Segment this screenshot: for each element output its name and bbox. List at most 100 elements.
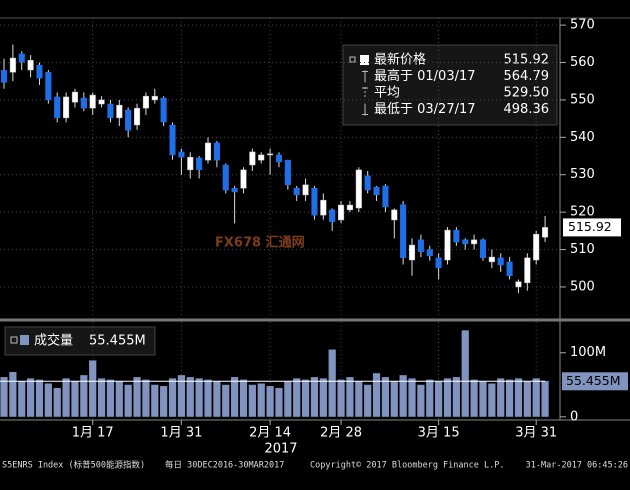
volume-bar (408, 378, 416, 417)
volume-bar (452, 377, 460, 417)
volume-bar (266, 386, 274, 417)
candle-body (284, 159, 291, 186)
legend-swatch (360, 55, 369, 65)
volume-bar (44, 383, 52, 417)
volume-tag-label: 55.455M (566, 373, 621, 388)
candle-body (471, 239, 478, 245)
volume-bar (443, 378, 452, 417)
volume-bar (71, 381, 79, 417)
volume-bar (364, 384, 372, 417)
volume-bar (9, 371, 17, 417)
volume-bar (390, 381, 398, 417)
y-tick-label: 560 (570, 55, 595, 70)
candle-body (63, 96, 70, 119)
legend-label: 最高于 01/03/17 (374, 68, 476, 84)
candle-body (222, 164, 229, 191)
volume-bar (204, 379, 212, 417)
volume-bar (89, 360, 97, 417)
volume-bar (488, 383, 496, 417)
candle-body (258, 154, 265, 161)
volume-bar (399, 375, 407, 417)
candle-body (187, 156, 194, 171)
y-tick-label: 540 (570, 130, 595, 145)
volume-bar (514, 378, 523, 417)
volume-bar (106, 379, 115, 417)
candle-body (329, 209, 336, 223)
candle-body (515, 281, 522, 288)
volume-bar (328, 349, 336, 417)
candle-body (80, 97, 87, 109)
candle-body (453, 229, 460, 243)
candle-body (426, 249, 433, 257)
candle-body (320, 199, 327, 216)
y-tick-label: 530 (570, 167, 595, 182)
candle-body (71, 91, 79, 103)
candle-body (542, 227, 549, 238)
volume-bar (319, 378, 327, 417)
candle-body (435, 257, 442, 269)
y-tick-label: 520 (570, 205, 595, 220)
candle-body (151, 95, 158, 101)
footer-range: 每日 30DEC2016-30MAR2017 (165, 460, 284, 471)
candle-body (408, 244, 416, 261)
candle-body (364, 175, 371, 191)
candle-body (9, 57, 16, 73)
legend-label: 最低于 03/27/17 (374, 102, 476, 117)
candle-body (107, 103, 114, 119)
candle-body (169, 124, 176, 156)
volume-bar (523, 381, 531, 417)
candle-body (275, 154, 283, 163)
volume-bar (479, 381, 487, 417)
volume-bar (541, 380, 549, 417)
volume-bar (417, 384, 425, 417)
candle-body (89, 94, 96, 109)
watermark: FX678 汇通网 (215, 235, 305, 251)
volume-y-tick-label: 0 (570, 409, 578, 424)
volume-bar (381, 377, 390, 417)
candle-body (116, 104, 123, 119)
volume-bar (18, 381, 26, 417)
volume-legend-value: 55.455M (89, 334, 146, 349)
volume-bar (213, 381, 221, 417)
volume-tag (562, 372, 628, 391)
x-year-label: 2017 (264, 442, 297, 457)
volume-bar (222, 384, 230, 417)
candle-body (36, 64, 43, 79)
volume-bar (372, 373, 381, 417)
candle-body (18, 53, 25, 63)
candle-body (134, 107, 141, 126)
candle-body (533, 233, 540, 261)
volume-bar (231, 377, 239, 417)
volume-bar (532, 378, 540, 417)
legend-label: 最新价格 (374, 52, 426, 68)
last-price-label: 515.92 (568, 219, 612, 234)
volume-y-tick-label: 100M (570, 345, 606, 360)
grid (0, 18, 560, 420)
legend-value: 529.50 (504, 86, 550, 101)
volume-bar (461, 330, 469, 417)
footer-copyright: Copyright© 2017 Bloomberg Finance L.P. (310, 461, 504, 471)
candle-body (54, 96, 61, 119)
volume-bar (239, 379, 248, 417)
legend-label: 平均 (374, 86, 400, 101)
volume-bar (177, 375, 185, 417)
volume-bar (435, 381, 443, 417)
volume-bar (346, 377, 354, 417)
candle-body (27, 60, 34, 71)
volume-bar (151, 384, 159, 417)
volume-legend-swatch (20, 335, 29, 345)
candle-body (462, 239, 469, 245)
candle-body (524, 257, 531, 284)
candle-body (125, 109, 132, 131)
footer-ticker: S5ENRS Index (标普500能源指数) (2, 460, 145, 471)
volume-bar (142, 379, 150, 417)
volume-bar (115, 381, 123, 417)
candle-body (417, 239, 424, 253)
candle-body (382, 185, 389, 208)
volume-bar (505, 379, 514, 417)
candle-body (488, 256, 495, 263)
y-tick-label: 550 (570, 92, 595, 107)
candle-body (204, 142, 212, 161)
candle-body (311, 187, 318, 216)
